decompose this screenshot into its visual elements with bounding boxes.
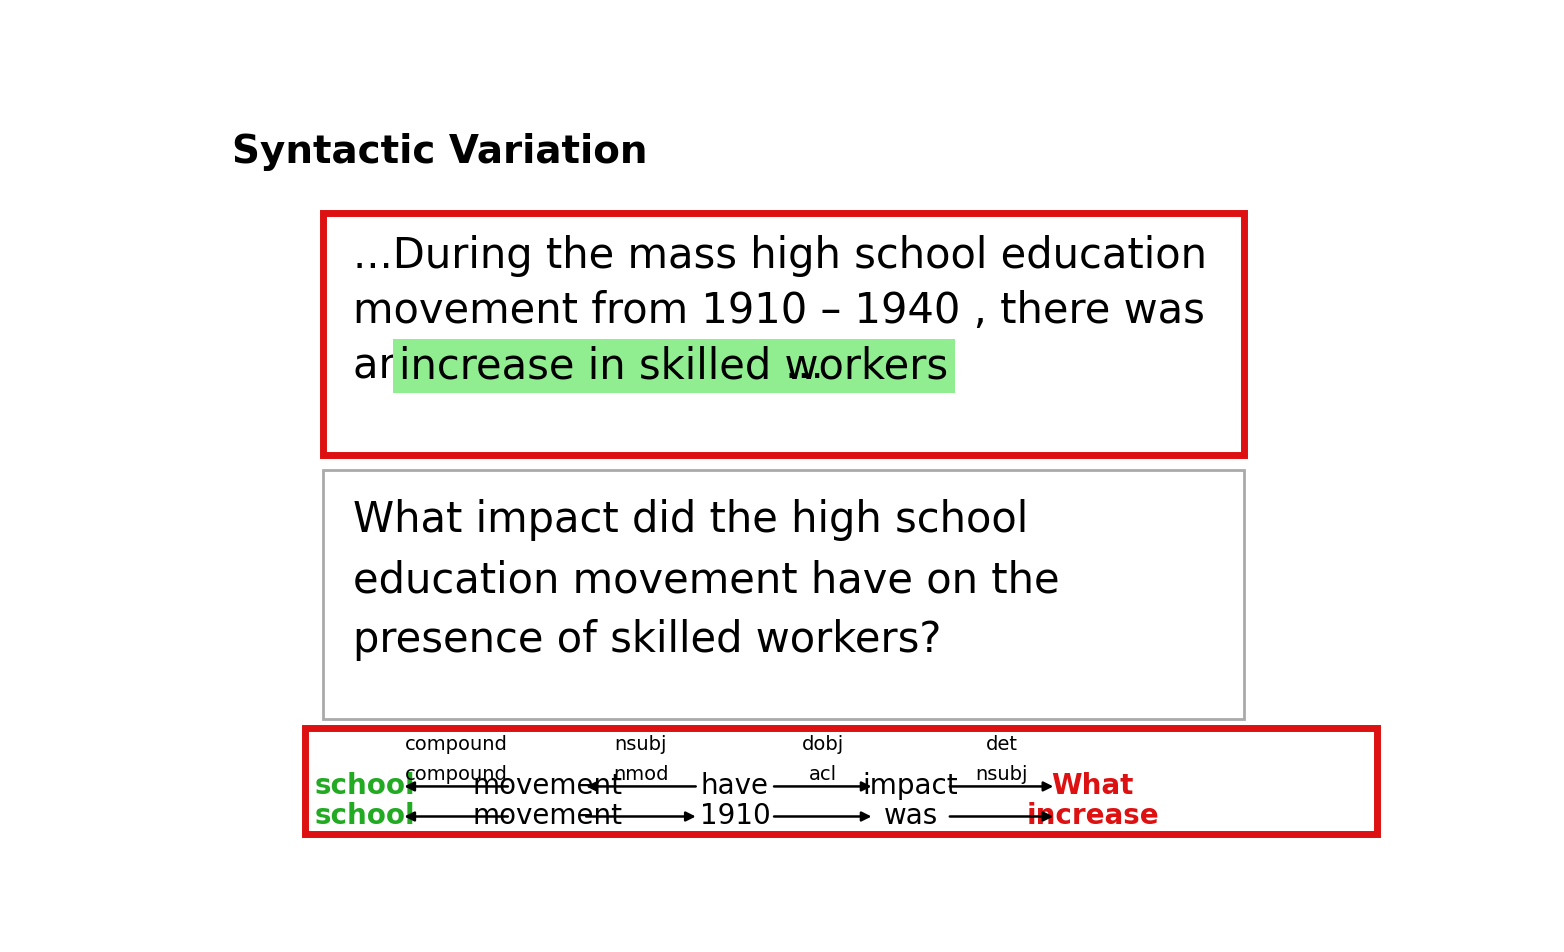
Text: det: det — [985, 735, 1018, 754]
Text: was: was — [884, 803, 938, 830]
Text: ...: ... — [785, 346, 824, 387]
Text: have: have — [701, 772, 769, 801]
Text: ...During the mass high school education: ...During the mass high school education — [353, 235, 1207, 277]
Text: movement: movement — [472, 772, 622, 801]
FancyBboxPatch shape — [305, 727, 1378, 834]
Text: an: an — [353, 346, 418, 387]
Text: nsubj: nsubj — [976, 765, 1028, 784]
Text: compound: compound — [405, 765, 508, 784]
Text: acl: acl — [809, 765, 837, 784]
Text: dobj: dobj — [802, 735, 845, 754]
Text: increase: increase — [1026, 803, 1159, 830]
Text: movement: movement — [472, 803, 622, 830]
FancyBboxPatch shape — [322, 469, 1243, 719]
FancyBboxPatch shape — [322, 213, 1243, 455]
Text: school: school — [314, 803, 416, 830]
Text: compound: compound — [405, 735, 508, 754]
Text: nsubj: nsubj — [615, 735, 668, 754]
Text: nmod: nmod — [613, 765, 669, 784]
Text: Syntactic Variation: Syntactic Variation — [231, 132, 647, 170]
Text: impact: impact — [863, 772, 959, 801]
Text: 1910: 1910 — [699, 803, 769, 830]
Text: What: What — [1051, 772, 1134, 801]
Text: school: school — [314, 772, 416, 801]
Text: What impact did the high school
education movement have on the
presence of skill: What impact did the high school educatio… — [353, 499, 1060, 662]
Text: movement from 1910 – 1940 , there was: movement from 1910 – 1940 , there was — [353, 290, 1204, 332]
Text: increase in skilled workers: increase in skilled workers — [399, 346, 948, 387]
